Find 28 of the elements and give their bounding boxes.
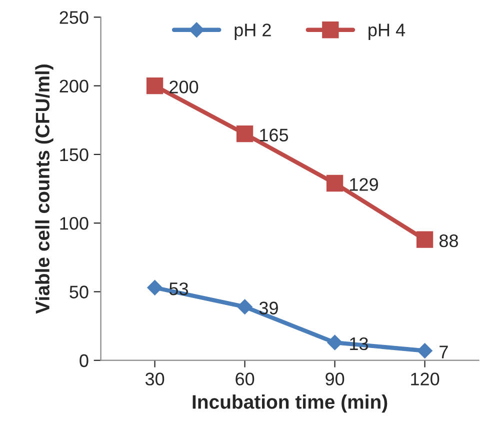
x-axis-title: Incubation time (min): [192, 394, 388, 413]
point: [236, 126, 254, 142]
point: [147, 280, 162, 296]
data-label: 165: [260, 128, 288, 142]
y-tick-label: 100: [60, 217, 88, 230]
x-tick-label: 120: [411, 372, 440, 386]
data-label: 7: [440, 346, 448, 358]
y-tick-label: 250: [60, 11, 88, 24]
point: [327, 334, 342, 350]
y-tick-label: 150: [60, 148, 88, 162]
point: [237, 299, 252, 314]
data-label: 88: [439, 234, 458, 248]
point: [416, 231, 434, 248]
x-tick-label: 90: [326, 372, 344, 386]
x-tick-label: 30: [145, 372, 164, 386]
legend-label: pH 4: [368, 24, 406, 40]
y-tick-label: 200: [60, 80, 88, 93]
legend-label: pH 2: [234, 24, 271, 40]
data-label: 200: [170, 80, 198, 94]
y-tick-label: 0: [80, 354, 88, 368]
data-label: 39: [259, 302, 278, 314]
point: [146, 77, 164, 94]
data-label: 129: [350, 178, 378, 191]
point: [417, 343, 432, 358]
x-tick-label: 60: [236, 372, 254, 386]
y-tick-label: 50: [70, 286, 88, 298]
y-axis-title: Viable cell counts (CFU/ml): [35, 64, 54, 314]
point: [326, 174, 344, 192]
